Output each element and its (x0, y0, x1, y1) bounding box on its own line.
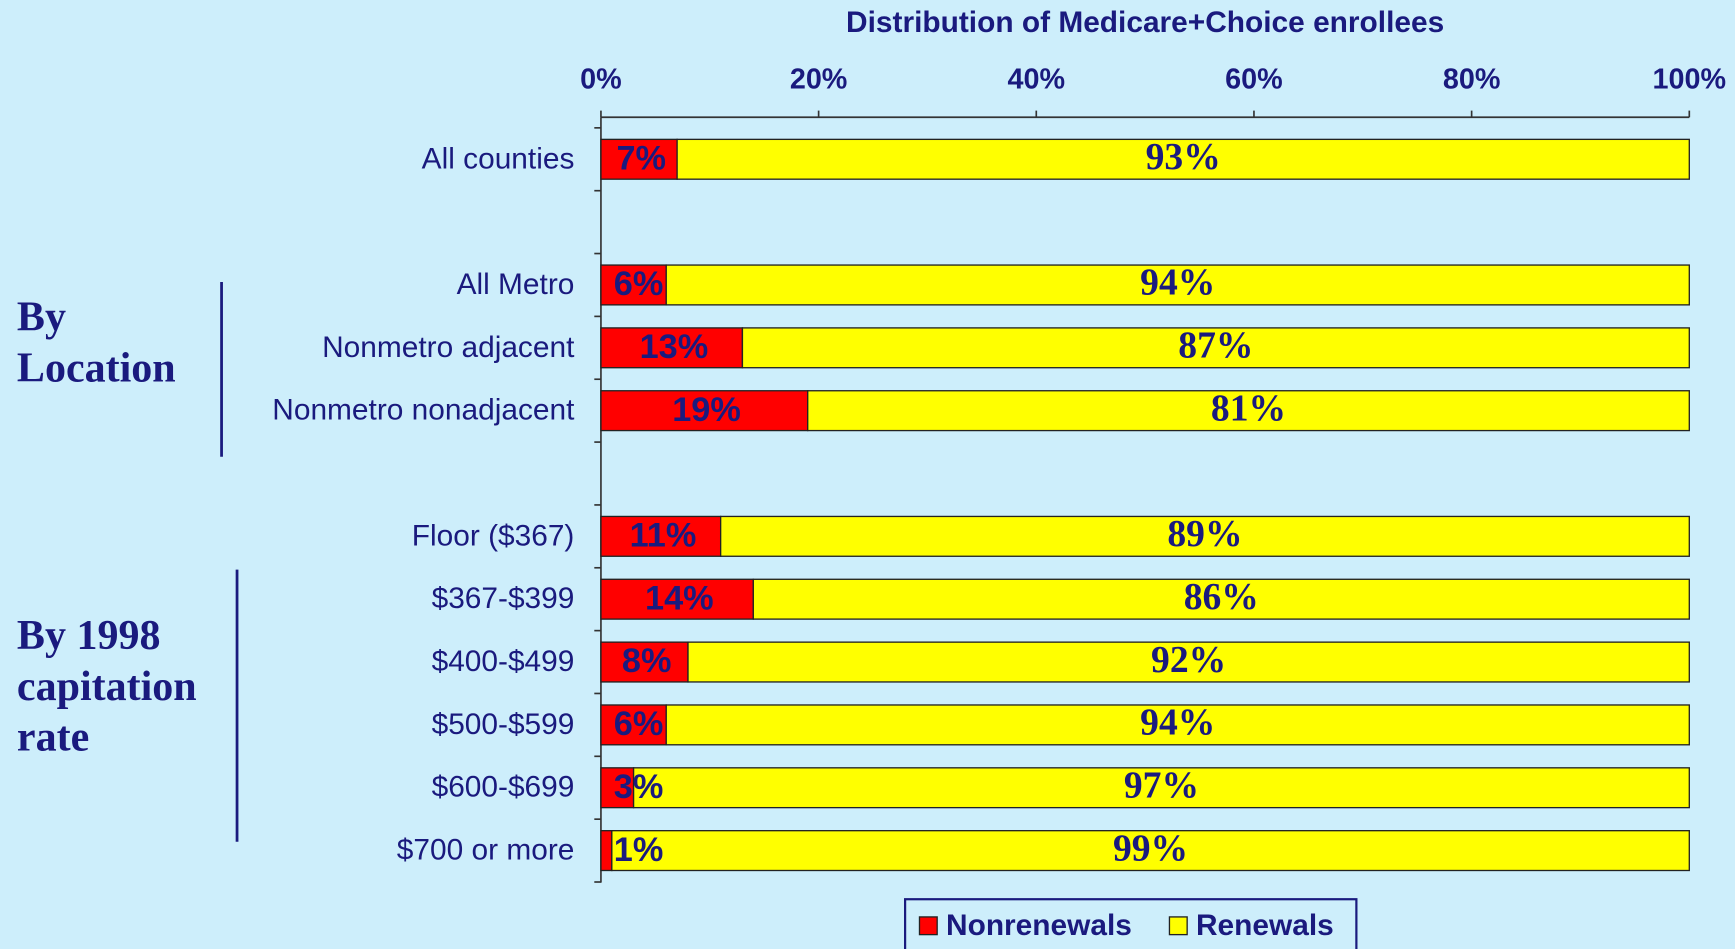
y-tick-label: Nonmetro nonadjacent (272, 394, 575, 427)
group-label: By 1998 (17, 613, 161, 659)
y-tick-label: Nonmetro adjacent (322, 331, 575, 364)
bar-segment (601, 831, 612, 871)
x-tick-label: 100% (1653, 63, 1727, 95)
y-tick-label: All counties (422, 142, 575, 175)
data-label: 13% (640, 328, 709, 366)
legend-label: Nonrenewals (946, 909, 1132, 942)
data-label: 19% (672, 391, 741, 429)
data-label: 6% (614, 705, 664, 743)
chart: Distribution of Medicare+Choice enrollee… (0, 0, 1735, 949)
y-tick-label: $500-$599 (432, 708, 575, 741)
data-label: 3% (614, 768, 664, 806)
legend-label: Renewals (1196, 909, 1334, 942)
legend-swatch (1169, 917, 1187, 935)
group-label: capitation (17, 664, 197, 710)
data-label: 1% (614, 831, 664, 869)
data-label: 87% (1178, 325, 1253, 367)
y-tick-label: All Metro (457, 268, 575, 301)
data-label: 86% (1184, 576, 1259, 618)
legend-swatch (919, 917, 937, 935)
data-label: 92% (1151, 639, 1226, 681)
x-tick-label: 0% (580, 63, 622, 95)
data-label: 14% (645, 579, 714, 617)
data-label: 94% (1140, 262, 1215, 304)
page: {"chart_data": {"type": "stacked-barh", … (0, 0, 1735, 949)
y-tick-label: $367-$399 (432, 582, 575, 615)
data-label: 94% (1140, 702, 1215, 744)
data-label: 97% (1124, 764, 1199, 806)
x-tick-label: 40% (1008, 63, 1066, 95)
data-label: 89% (1167, 513, 1242, 555)
data-label: 8% (622, 642, 672, 680)
group-label: Location (17, 345, 176, 391)
data-label: 81% (1211, 387, 1286, 429)
y-tick-label: Floor ($367) (412, 519, 575, 552)
group-label: By (17, 294, 66, 340)
data-label: 7% (616, 139, 666, 177)
x-tick-label: 60% (1225, 63, 1283, 95)
group-label: rate (17, 715, 89, 761)
chart-title: Distribution of Medicare+Choice enrollee… (846, 6, 1444, 39)
x-tick-label: 80% (1443, 63, 1501, 95)
y-tick-label: $400-$499 (432, 645, 575, 678)
y-tick-label: $700 or more (397, 834, 575, 867)
data-label: 93% (1146, 136, 1221, 178)
y-tick-label: $600-$699 (432, 771, 575, 804)
data-label: 6% (614, 265, 664, 303)
data-label: 11% (630, 517, 697, 555)
x-tick-label: 20% (790, 63, 848, 95)
data-label: 99% (1113, 827, 1188, 869)
